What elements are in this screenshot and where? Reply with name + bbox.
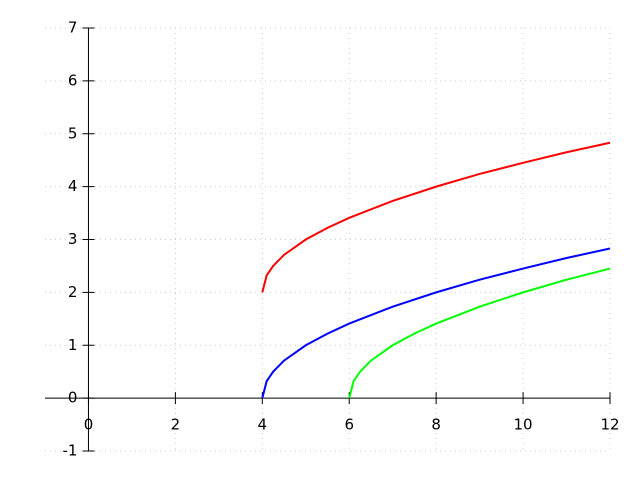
- x-tick-label: 4: [258, 416, 268, 434]
- y-tick-label: 0: [68, 389, 78, 407]
- y-tick-label: 4: [68, 177, 78, 195]
- y-tick-label: 6: [68, 71, 78, 89]
- y-tick-label: 2: [68, 283, 78, 301]
- x-tick-label: 6: [344, 416, 354, 434]
- y-tick-label: 1: [68, 336, 78, 354]
- x-tick-label: 8: [431, 416, 441, 434]
- line-series: [348, 267, 611, 399]
- x-tick-label: 2: [171, 416, 181, 434]
- line-series: [261, 141, 611, 293]
- y-tick-label: 3: [68, 230, 78, 248]
- x-tick-label: 12: [600, 416, 619, 434]
- y-tick-label: 5: [68, 124, 78, 142]
- y-tick-label: -1: [62, 442, 77, 460]
- x-tick-label: 10: [514, 416, 533, 434]
- y-tick-label: 7: [68, 19, 78, 37]
- x-tick-label: 0: [84, 416, 94, 434]
- line-series: [261, 247, 611, 399]
